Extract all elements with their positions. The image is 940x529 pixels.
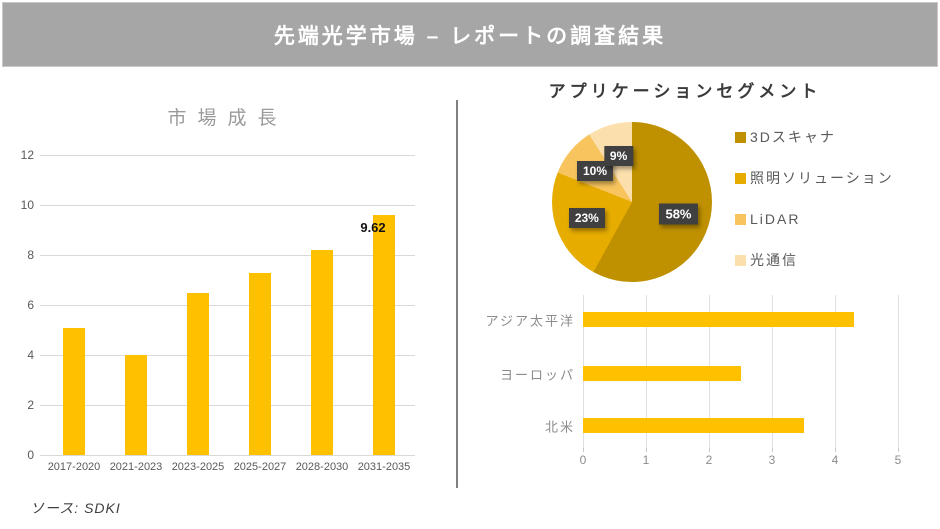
gridline	[40, 205, 415, 206]
gridline	[40, 305, 415, 306]
axis-tick-mark	[646, 448, 647, 452]
legend-label: 光通信	[750, 252, 798, 268]
y-axis-tick-label: 4	[27, 348, 34, 362]
bar-北米	[583, 418, 804, 433]
legend-item: 3Dスキャナ	[735, 129, 894, 145]
y-axis-tick-label: 12	[20, 148, 34, 162]
y-axis-tick-label: 0	[27, 448, 34, 462]
x-axis-tick-label: 5	[894, 453, 902, 467]
x-axis-tick-label: 3	[768, 453, 776, 467]
bar-2025-2027	[249, 272, 271, 455]
x-axis-label: 2021-2023	[109, 461, 163, 473]
category-label: ヨーロッパ	[499, 367, 575, 383]
page-title: 先端光学市場 – レポートの調査結果	[273, 24, 667, 48]
report-title-banner: 先端光学市場 – レポートの調査結果	[2, 2, 938, 67]
bar-2028-2030	[311, 250, 333, 455]
x-axis-tick-label: 4	[831, 453, 839, 467]
legend-label: 3Dスキャナ	[750, 129, 836, 145]
gridline	[40, 355, 415, 356]
pie-slice-label-23%: 23%	[568, 208, 605, 229]
gridline	[898, 295, 899, 448]
legend-color-swatch	[735, 254, 746, 266]
y-axis-tick-label: 10	[20, 198, 34, 212]
bar-2031-2035	[373, 214, 395, 455]
x-axis-label: 2025-2027	[233, 461, 287, 473]
x-axis-label: 2031-2035	[357, 461, 411, 473]
x-axis-label: 2017-2020	[47, 461, 101, 473]
x-axis-tick-label: 1	[642, 453, 650, 467]
y-axis-tick-label: 8	[27, 248, 34, 262]
pie-slice-label-9%: 9%	[603, 145, 634, 166]
gridline	[40, 455, 415, 456]
x-axis-label: 2028-2030	[295, 461, 349, 473]
bar-2023-2025	[187, 292, 209, 455]
source-note: ソース: SDKI	[30, 500, 121, 516]
bar-2017-2020	[63, 327, 85, 455]
bar-2021-2023	[125, 355, 147, 455]
y-axis-tick-label: 2	[27, 398, 34, 412]
section-divider-line	[456, 100, 458, 488]
gridline	[40, 155, 415, 156]
legend-color-swatch	[735, 172, 746, 184]
y-axis-tick-label: 6	[27, 298, 34, 312]
regional-bar-chart: 0 1 2 3 4 5 アジア太平洋ヨーロッパ北米	[486, 295, 901, 467]
x-axis-tick-label: 0	[579, 453, 587, 467]
axis-tick-mark	[583, 448, 584, 452]
gridline	[772, 295, 773, 448]
pie-slice-label-10%: 10%	[576, 161, 614, 182]
legend-label: 照明ソリューション	[750, 170, 894, 186]
application-segments-title: アプリケーションセグメント	[548, 82, 822, 101]
market-growth-chart: 0 2 4 6 8 10 12 2017-2020 2021-2023 2023-2025 2025…	[21, 148, 415, 473]
bar-ヨーロッパ	[583, 366, 741, 381]
legend-item: LiDAR	[735, 211, 894, 227]
legend-color-swatch	[735, 213, 746, 225]
gridline	[40, 255, 415, 256]
bar-アジア太平洋	[583, 312, 854, 327]
pie-legend: 3Dスキャナ照明ソリューション LiDAR 光通信	[735, 129, 894, 294]
category-label: 北米	[544, 419, 575, 435]
axis-tick-mark	[835, 448, 836, 452]
axis-tick-mark	[709, 448, 710, 452]
legend-item: 光通信	[735, 252, 894, 268]
bar-value-label: 9.62	[360, 219, 386, 235]
category-label: アジア太平洋	[485, 313, 575, 329]
legend-color-swatch	[735, 131, 746, 143]
axis-tick-mark	[772, 448, 773, 452]
axis-tick-mark	[898, 448, 899, 452]
gridline	[40, 405, 415, 406]
x-axis-tick-label: 2	[705, 453, 713, 467]
legend-label: LiDAR	[750, 211, 801, 227]
legend-item: 照明ソリューション	[735, 170, 894, 186]
pie-slice-label-58%: 58%	[659, 203, 698, 225]
x-axis-label: 2023-2025	[171, 461, 225, 473]
market-growth-chart-title: 市場成長	[167, 108, 288, 129]
gridline	[835, 295, 836, 448]
